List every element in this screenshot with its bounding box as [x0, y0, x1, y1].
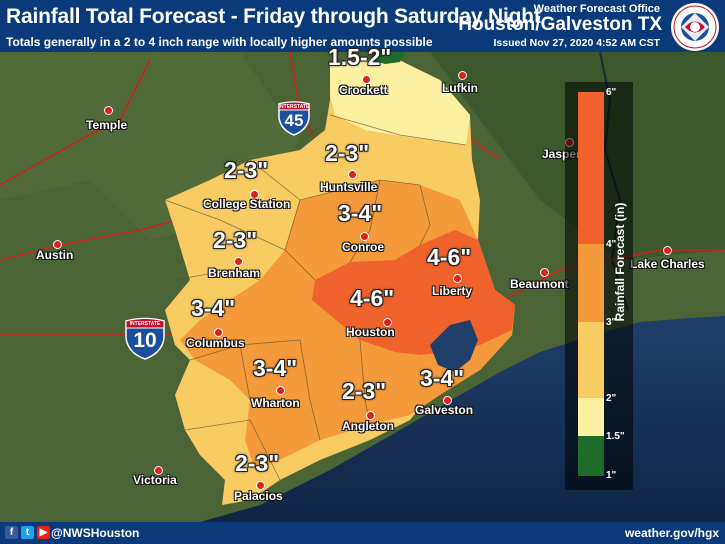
- city-wharton: Wharton: [251, 396, 300, 410]
- legend-tick-2: 2": [606, 393, 617, 404]
- rain-label-huntsville: 2-3": [325, 140, 370, 166]
- city-huntsville: Huntsville: [320, 180, 378, 194]
- rain-label-angleton: 2-3": [342, 378, 387, 404]
- city-dot-palacios: [256, 481, 265, 490]
- city-dot-angleton: [366, 411, 375, 420]
- i45-shield-number: 45: [284, 111, 304, 130]
- map-title: Rainfall Total Forecast - Friday through…: [6, 5, 541, 28]
- i35-road: [0, 59, 151, 186]
- legend-band-1-5-2: [578, 398, 604, 436]
- city-dot-college-station: [250, 190, 259, 199]
- legend-band-2-3: [578, 322, 604, 398]
- i10-shield-top: INTERSTATE: [129, 321, 161, 327]
- interstate-45-shield: INTERSTATE 45: [277, 100, 311, 136]
- nws-logo: [671, 3, 719, 51]
- legend-band-4-6: [578, 92, 604, 244]
- city-victoria: Victoria: [133, 473, 177, 487]
- rain-label-liberty: 4-6": [427, 244, 472, 270]
- social-handle[interactable]: @NWSHouston: [51, 526, 140, 540]
- rain-label-north: 1.5-2": [328, 44, 392, 70]
- legend-tick-4: 4": [606, 239, 617, 250]
- city-dot-galveston: [443, 396, 452, 405]
- rain-label-wharton: 3-4": [253, 355, 298, 381]
- office-line: Weather Forecast Office: [533, 3, 660, 15]
- rain-label-college-station: 2-3": [224, 157, 269, 183]
- city-dot-brenham: [234, 257, 243, 266]
- legend-tick-1: 1": [606, 470, 617, 481]
- footer-bar: f t ▶ @NWSHouston weather.gov/hgx: [0, 522, 725, 544]
- city-lufkin: Lufkin: [442, 81, 478, 95]
- city-houston: Houston: [346, 325, 395, 339]
- website-link[interactable]: weather.gov/hgx: [624, 526, 719, 540]
- city-dot-lake-charles: [663, 246, 672, 255]
- city-dot-huntsville: [348, 170, 357, 179]
- youtube-icon[interactable]: ▶: [37, 526, 50, 539]
- city-lake-charles: Lake Charles: [630, 257, 705, 271]
- city-crockett: Crockett: [339, 83, 388, 97]
- rain-label-conroe: 3-4": [338, 200, 383, 226]
- header-bar: Rainfall Total Forecast - Friday through…: [0, 0, 725, 52]
- legend-tick-6: 6": [606, 87, 617, 98]
- legend-tick-3: 3": [606, 317, 617, 328]
- forecast-area: [165, 52, 515, 505]
- city-dot-liberty: [453, 274, 462, 283]
- city-columbus: Columbus: [186, 336, 245, 350]
- city-brenham: Brenham: [208, 266, 261, 280]
- city-dot-wharton: [276, 386, 285, 395]
- city-galveston: Galveston: [415, 403, 474, 417]
- city-dot-victoria: [154, 466, 163, 475]
- city-dot-austin: [53, 240, 62, 249]
- city-dot-temple: [104, 106, 113, 115]
- issued-time: Issued Nov 27, 2020 4:52 AM CST: [493, 37, 660, 49]
- zone-1-1-5: [370, 52, 405, 64]
- twitter-icon[interactable]: t: [21, 526, 34, 539]
- interstate-10-shield: INTERSTATE 10: [124, 316, 166, 360]
- legend-band-1-1-5: [578, 436, 604, 476]
- rain-label-galveston: 3-4": [420, 365, 465, 391]
- city-austin: Austin: [36, 248, 74, 262]
- city-dot-houston: [383, 318, 392, 327]
- city-dot-columbus: [214, 328, 223, 337]
- city-dot-lufkin: [458, 71, 467, 80]
- i45-shield-top: INTERSTATE: [278, 104, 310, 110]
- social-icons: f t ▶: [5, 526, 50, 540]
- rain-label-houston: 4-6": [350, 285, 395, 311]
- city-dot-conroe: [360, 232, 369, 241]
- city-palacios: Palacios: [234, 489, 283, 503]
- map-subtitle: Totals generally in a 2 to 4 inch range …: [6, 35, 433, 49]
- city-college-station: College Station: [203, 197, 291, 211]
- city-angleton: Angleton: [342, 419, 394, 433]
- office-name: Houston/Galveston TX: [458, 14, 662, 35]
- i10-shield-number: 10: [133, 329, 157, 352]
- legend-band-3-4: [578, 244, 604, 322]
- rain-label-palacios: 2-3": [235, 450, 280, 476]
- rain-label-brenham: 2-3": [213, 227, 258, 253]
- city-beaumont: Beaumont: [510, 277, 569, 291]
- rain-label-columbus: 3-4": [191, 295, 236, 321]
- city-dot-crockett: [362, 75, 371, 84]
- city-conroe: Conroe: [342, 240, 384, 254]
- facebook-icon[interactable]: f: [5, 526, 18, 539]
- city-dot-beaumont: [540, 268, 549, 277]
- city-temple: Temple: [86, 118, 128, 132]
- city-liberty: Liberty: [432, 284, 473, 298]
- legend-tick-1-5: 1.5": [606, 431, 625, 442]
